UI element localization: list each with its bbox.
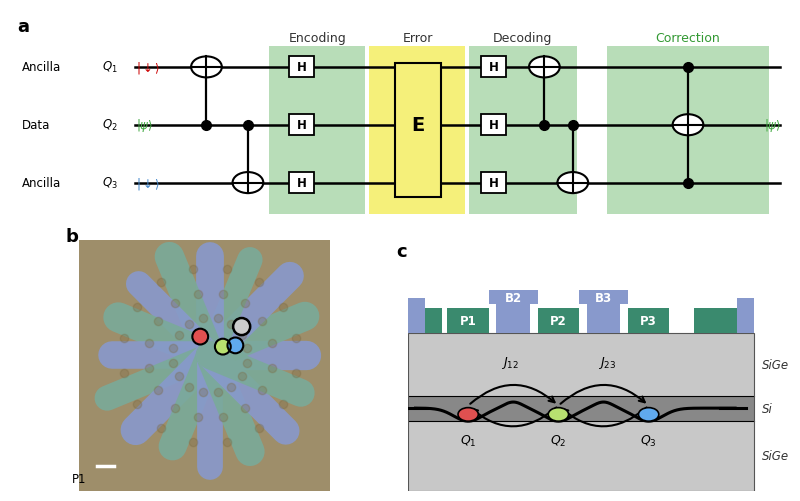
Text: $J_{23}$: $J_{23}$: [598, 355, 616, 371]
Bar: [394, 64, 441, 198]
Bar: [408, 298, 425, 333]
Text: $Q_3$: $Q_3$: [102, 176, 118, 191]
Text: $|\downarrow\rangle$: $|\downarrow\rangle$: [136, 175, 160, 191]
Text: $J_{12}$: $J_{12}$: [501, 355, 518, 371]
Bar: [408, 333, 754, 396]
Text: H: H: [297, 61, 306, 74]
Bar: [289, 57, 314, 78]
Bar: [370, 47, 466, 215]
Bar: [737, 298, 754, 333]
Text: Error: Error: [402, 33, 433, 46]
Bar: [270, 47, 366, 215]
Text: a: a: [17, 18, 29, 36]
Text: H: H: [297, 177, 306, 190]
Text: H: H: [489, 119, 498, 132]
Circle shape: [558, 173, 588, 194]
Circle shape: [193, 330, 208, 345]
Text: c: c: [397, 243, 407, 261]
Bar: [408, 421, 754, 491]
Bar: [469, 47, 577, 215]
Text: $|\psi\rangle$: $|\psi\rangle$: [765, 117, 782, 134]
Circle shape: [673, 115, 703, 136]
Circle shape: [215, 340, 230, 355]
Bar: [481, 57, 506, 78]
Text: H: H: [489, 61, 498, 74]
Bar: [408, 396, 754, 421]
Bar: [489, 291, 538, 304]
Text: Correction: Correction: [656, 33, 720, 46]
Bar: [579, 291, 628, 304]
Text: $|\psi\rangle$: $|\psi\rangle$: [136, 117, 153, 134]
Text: $Q_1$: $Q_1$: [460, 433, 477, 448]
Text: b: b: [66, 228, 79, 246]
Text: P2: P2: [550, 314, 566, 327]
Text: P1: P1: [72, 472, 86, 485]
Text: SiGe: SiGe: [762, 358, 789, 371]
Circle shape: [233, 173, 263, 194]
Bar: [408, 308, 442, 333]
Text: $Q_1$: $Q_1$: [102, 60, 118, 75]
Bar: [481, 115, 506, 136]
Text: Data: Data: [22, 119, 50, 132]
Circle shape: [638, 408, 658, 421]
Text: SiGe: SiGe: [762, 449, 789, 462]
Circle shape: [529, 57, 560, 78]
Text: B3: B3: [595, 292, 612, 305]
Text: P3: P3: [640, 314, 657, 327]
Bar: [481, 173, 506, 194]
Circle shape: [191, 57, 222, 78]
Bar: [586, 291, 621, 333]
Bar: [289, 173, 314, 194]
Bar: [538, 308, 579, 333]
Circle shape: [458, 408, 478, 421]
Text: H: H: [297, 119, 306, 132]
Text: Si: Si: [762, 402, 772, 415]
Bar: [289, 115, 314, 136]
Text: Ancilla: Ancilla: [22, 61, 62, 74]
Text: Decoding: Decoding: [493, 33, 553, 46]
Text: $Q_3$: $Q_3$: [640, 433, 657, 448]
Text: B2: B2: [505, 292, 522, 305]
Bar: [496, 291, 530, 333]
Text: Ancilla: Ancilla: [22, 177, 62, 190]
Bar: [694, 308, 754, 333]
Bar: [447, 308, 489, 333]
Bar: [607, 47, 769, 215]
Circle shape: [234, 319, 250, 335]
Circle shape: [228, 338, 243, 353]
Text: P1: P1: [460, 314, 477, 327]
Text: E: E: [411, 116, 424, 135]
Circle shape: [548, 408, 569, 421]
Text: $Q_2$: $Q_2$: [550, 433, 566, 448]
Text: $|\downarrow\rangle$: $|\downarrow\rangle$: [136, 60, 160, 76]
Text: H: H: [489, 177, 498, 190]
Bar: [408, 333, 754, 491]
Bar: [628, 308, 670, 333]
Text: $Q_2$: $Q_2$: [102, 118, 118, 133]
Text: Encoding: Encoding: [289, 33, 346, 46]
